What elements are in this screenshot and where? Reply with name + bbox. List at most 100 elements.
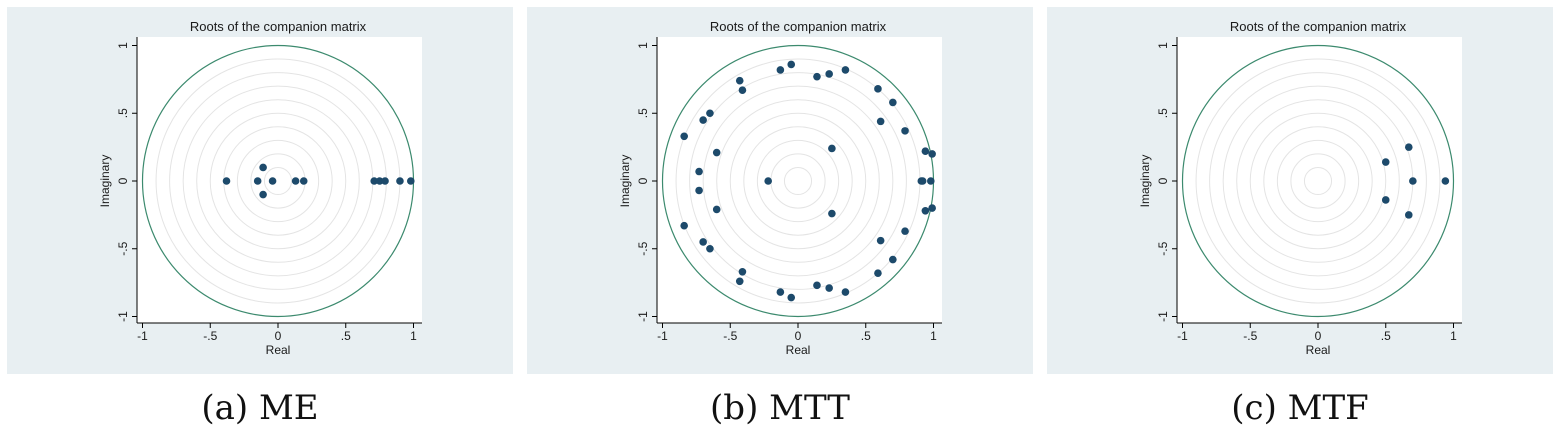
root-point xyxy=(825,70,833,78)
grid-circle xyxy=(1276,139,1360,223)
root-point xyxy=(268,177,277,185)
grid-circle xyxy=(236,139,320,223)
y-tick-label: -.5 xyxy=(636,241,650,255)
plot-area xyxy=(1177,37,1462,323)
root-point xyxy=(828,144,836,153)
roots-chart-svg: Roots of the companion matrix -1 -.5 0 .5 1 -1… xyxy=(1138,19,1462,357)
root-point xyxy=(813,281,821,290)
grid-circle xyxy=(716,99,880,263)
root-point xyxy=(706,244,714,253)
root-point xyxy=(928,204,936,212)
x-tick-label: 1 xyxy=(930,329,937,343)
root-points xyxy=(1381,143,1450,219)
x-tick-label: .5 xyxy=(1381,329,1391,343)
x-tick-label: .5 xyxy=(861,329,871,343)
root-point xyxy=(1404,143,1413,151)
plot-area xyxy=(657,37,942,323)
y-tick-label: .5 xyxy=(636,108,650,118)
x-axis-title: Real xyxy=(1306,343,1331,357)
grid-circle xyxy=(1209,72,1427,290)
root-points xyxy=(680,60,936,302)
root-point xyxy=(712,148,721,157)
grid-circle xyxy=(1290,153,1346,209)
root-point xyxy=(699,116,707,124)
root-point xyxy=(699,238,707,246)
y-tick-label: -.5 xyxy=(116,241,130,255)
root-point xyxy=(764,177,772,185)
root-point xyxy=(680,132,688,141)
grid-circle xyxy=(196,99,360,263)
x-tick-label: 0 xyxy=(275,329,282,343)
root-point xyxy=(370,177,379,185)
root-point xyxy=(735,76,744,85)
y-tick-label: 0 xyxy=(116,177,130,184)
x-tick-label: -1 xyxy=(657,329,668,343)
root-point xyxy=(901,127,909,135)
grid-circle xyxy=(263,166,293,196)
root-point xyxy=(381,177,389,185)
grid-circle xyxy=(1195,58,1441,304)
unit-circle xyxy=(1181,44,1455,318)
y-tick-label: -1 xyxy=(116,311,130,322)
root-point xyxy=(396,177,404,185)
root-point xyxy=(706,109,714,118)
root-point xyxy=(1409,177,1417,185)
y-tick-label: 1 xyxy=(636,42,650,49)
root-point xyxy=(1381,158,1390,166)
grid-circle xyxy=(783,166,813,196)
grid-circle xyxy=(756,139,840,223)
root-point xyxy=(406,177,415,185)
x-tick-label: -.5 xyxy=(203,329,217,343)
caption-mtt: (b) MTT xyxy=(710,388,850,428)
grid-circle xyxy=(1249,112,1387,250)
root-point xyxy=(928,150,936,158)
x-tick-label: 1 xyxy=(410,329,417,343)
roots-chart-svg: Roots of the companion matrix -1 -.5 0 .5 1 -1… xyxy=(618,19,942,357)
y-tick-label: -.5 xyxy=(1156,241,1170,255)
root-point xyxy=(776,288,785,296)
root-point xyxy=(735,277,744,286)
root-point xyxy=(738,267,747,276)
y-tick-label: 1 xyxy=(116,42,130,49)
x-tick-label: 1 xyxy=(1450,329,1457,343)
grid-circle xyxy=(1303,166,1333,196)
grid-circle xyxy=(1263,126,1373,236)
root-point xyxy=(921,147,930,155)
chart-title: Roots of the companion matrix xyxy=(190,19,367,34)
root-point xyxy=(222,177,231,185)
root-point xyxy=(889,98,897,107)
root-point xyxy=(1381,196,1390,204)
caption-me: (a) ME xyxy=(201,388,319,428)
root-point xyxy=(1404,211,1413,219)
root-point xyxy=(876,117,885,126)
root-point xyxy=(259,190,267,199)
root-point xyxy=(712,205,721,214)
caption-mtf: (c) MTF xyxy=(1231,388,1369,428)
x-axis-title: Real xyxy=(786,343,811,357)
grid-circle xyxy=(689,72,907,290)
x-tick-label: 0 xyxy=(1315,329,1322,343)
root-point xyxy=(259,163,267,172)
root-point xyxy=(901,227,909,235)
root-point xyxy=(375,177,384,185)
x-tick-label: -1 xyxy=(1177,329,1188,343)
y-tick-label: -1 xyxy=(1156,311,1170,322)
root-point xyxy=(841,288,850,296)
y-tick-label: .5 xyxy=(1156,108,1170,118)
root-point xyxy=(825,284,833,292)
y-tick-label: .5 xyxy=(116,108,130,118)
root-point xyxy=(889,255,897,264)
root-point xyxy=(918,177,927,185)
root-point xyxy=(680,221,688,230)
y-tick-label: 0 xyxy=(1156,177,1170,184)
y-axis-title: Imaginary xyxy=(98,155,112,208)
y-axis-title: Imaginary xyxy=(1138,155,1152,208)
y-tick-label: 1 xyxy=(1156,42,1170,49)
chart-panel-mtt: Roots of the companion matrix -1 -.5 0 .5 1 -1… xyxy=(527,7,1033,374)
chart-title: Roots of the companion matrix xyxy=(1230,19,1407,34)
root-point xyxy=(874,269,882,277)
y-axis-title: Imaginary xyxy=(618,155,632,208)
roots-chart-svg: Roots of the companion matrix -1 -.5 0 .5 1 -1… xyxy=(98,19,422,357)
root-point xyxy=(876,236,885,245)
root-point xyxy=(299,177,308,185)
